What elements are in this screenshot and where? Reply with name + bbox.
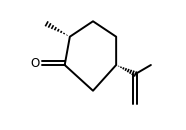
Text: O: O <box>30 57 40 70</box>
